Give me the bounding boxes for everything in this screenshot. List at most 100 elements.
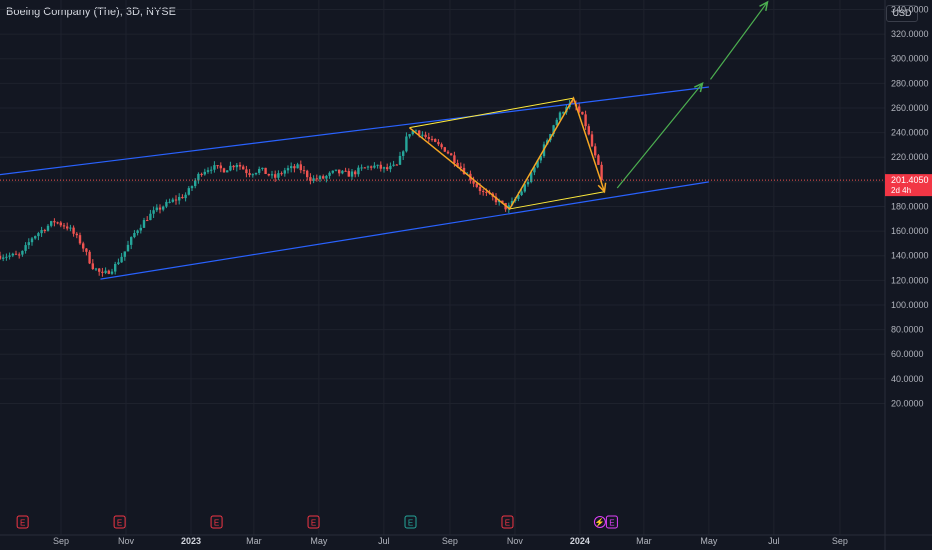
candle-body xyxy=(539,156,542,161)
candle-body xyxy=(354,171,357,175)
channel-upper-line xyxy=(0,86,709,176)
candle-body xyxy=(171,199,174,202)
y-tick-label: 140.0000 xyxy=(891,251,929,261)
earnings-marker-label: E xyxy=(214,519,219,528)
candle-body xyxy=(392,164,395,166)
candle-body xyxy=(456,162,459,167)
candle-body xyxy=(376,164,379,166)
candle-body xyxy=(584,114,587,127)
candle-body xyxy=(232,165,235,168)
candle-body xyxy=(274,174,277,178)
candle-body xyxy=(334,169,338,171)
y-tick-label: 300.0000 xyxy=(891,54,929,64)
candle-body xyxy=(98,268,101,272)
candle-body xyxy=(248,173,251,176)
candle-body xyxy=(510,201,514,206)
last-price-badge xyxy=(885,174,932,197)
candle-body xyxy=(533,167,536,173)
candle-body xyxy=(174,199,178,201)
projection-arrow-head-1 xyxy=(694,81,704,93)
candle-body xyxy=(0,255,2,259)
candle-body xyxy=(126,244,130,252)
earnings-marker[interactable] xyxy=(404,515,417,529)
candle-body xyxy=(261,167,264,169)
candle-body xyxy=(398,155,402,165)
dividend-marker-icon xyxy=(593,516,606,528)
candle-body xyxy=(178,196,181,201)
candle-body xyxy=(558,112,562,120)
earnings-marker[interactable] xyxy=(210,515,223,529)
y-tick-label: 160.0000 xyxy=(891,226,929,236)
projection-arrow-head-2 xyxy=(759,0,769,12)
candle-body xyxy=(50,221,53,226)
y-tick-label: 280.0000 xyxy=(891,78,929,88)
candle-body xyxy=(130,237,133,245)
candle-body xyxy=(357,167,360,175)
y-tick-label: 260.0000 xyxy=(891,103,929,113)
y-tick-label: 60.0000 xyxy=(891,349,924,359)
candle-body xyxy=(315,178,318,180)
y-tick-label: 340.0000 xyxy=(891,4,929,14)
candle-body xyxy=(277,173,280,178)
candle-body xyxy=(66,226,69,229)
candle-body xyxy=(229,165,232,171)
candle-body xyxy=(590,134,594,147)
candle-body xyxy=(104,270,107,273)
y-tick-label: 40.0000 xyxy=(891,374,924,384)
candle-body xyxy=(341,170,344,174)
candle-body xyxy=(427,137,430,139)
candle-body xyxy=(408,134,411,137)
candle-body xyxy=(267,173,270,176)
earnings-marker[interactable] xyxy=(16,515,29,529)
candle-body xyxy=(37,233,40,237)
candle-body xyxy=(280,173,283,175)
price-countdown: 2d 4h xyxy=(891,186,911,195)
candle-body xyxy=(373,165,376,168)
candle-body xyxy=(258,168,261,173)
candle-body xyxy=(133,232,136,238)
currency-selector[interactable]: USD xyxy=(886,5,918,22)
candle-body xyxy=(78,235,82,244)
zigzag-arrow-head xyxy=(597,182,607,194)
candle-body xyxy=(34,236,37,239)
candle-body xyxy=(347,171,350,177)
candle-body xyxy=(155,207,158,211)
candle-body xyxy=(370,166,373,168)
earnings-marker[interactable] xyxy=(605,515,618,529)
candle-body xyxy=(379,164,382,169)
x-tick-label: Mar xyxy=(246,536,262,546)
candle-body xyxy=(245,169,248,174)
y-tick-label: 80.0000 xyxy=(891,325,924,335)
candle-body xyxy=(402,151,405,156)
earnings-marker-label: E xyxy=(408,519,413,528)
candle-body xyxy=(226,170,229,173)
candle-body xyxy=(254,172,258,175)
x-tick-label: Sep xyxy=(832,536,848,546)
candle-body xyxy=(462,167,466,175)
earnings-marker[interactable] xyxy=(307,515,320,529)
candle-body xyxy=(30,238,34,243)
candle-body xyxy=(450,153,453,156)
candle-body xyxy=(110,271,114,274)
x-tick-label: Sep xyxy=(53,536,69,546)
candle-body xyxy=(338,169,341,174)
candle-body xyxy=(312,178,315,181)
candle-body xyxy=(43,230,46,232)
earnings-marker[interactable] xyxy=(113,515,126,529)
candle-body xyxy=(395,164,398,166)
candle-body xyxy=(485,191,488,193)
candle-body xyxy=(478,186,482,192)
earnings-marker[interactable] xyxy=(501,515,514,529)
candle-body xyxy=(117,262,120,264)
candle-body xyxy=(286,168,290,171)
earnings-marker-label: E xyxy=(20,519,25,528)
candle-body xyxy=(552,125,555,135)
candle-body xyxy=(136,230,139,233)
candle-body xyxy=(555,119,558,126)
candle-body xyxy=(165,201,168,207)
candle-body xyxy=(24,245,27,251)
y-tick-label: 100.0000 xyxy=(891,300,929,310)
candle-body xyxy=(325,175,328,179)
candle-body xyxy=(162,206,165,210)
